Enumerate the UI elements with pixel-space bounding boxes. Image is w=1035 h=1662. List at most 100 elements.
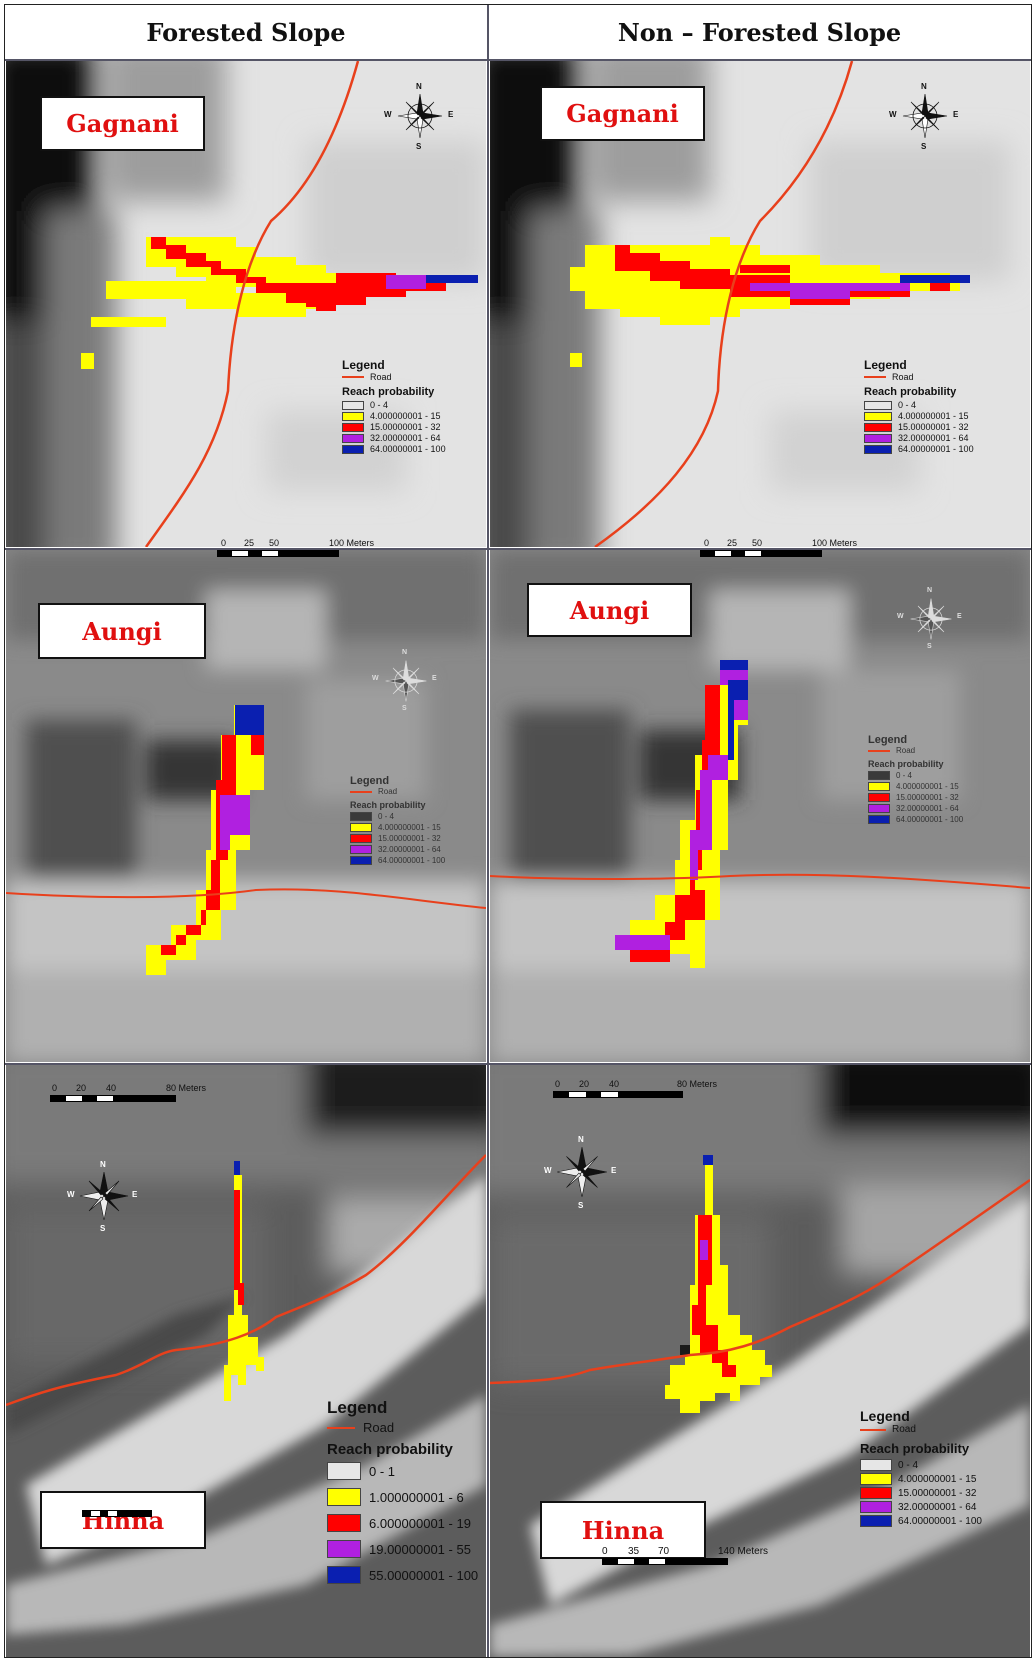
compass-s: S [416, 142, 422, 151]
scale-label: 100 Meters [329, 538, 375, 548]
map-canvas [6, 61, 486, 547]
compass-w: W [384, 110, 392, 119]
legend-class-label: 15.00000001 - 32 [378, 834, 441, 843]
scale-bar: 0 20 40 80 Meters [553, 1079, 723, 1098]
debris-flow-cells [146, 705, 264, 975]
debris-flow-cells [224, 1161, 264, 1401]
map-panel-hinna-forested [6, 1065, 486, 1657]
scale-label: 35 [94, 1498, 105, 1508]
legend-title: Legend [860, 1408, 910, 1424]
legend-title: Legend [342, 358, 385, 372]
debris-flow-cells [570, 237, 970, 367]
legend-road-label: Road [896, 746, 916, 755]
scale-label: 70 [658, 1546, 670, 1557]
map-legend: Legend Road Reach probability 0 - 4 4.00… [864, 358, 974, 454]
column-header-forested: Forested Slope [146, 17, 346, 47]
compass-e: E [957, 613, 962, 620]
legend-class-label: 0 - 4 [378, 812, 395, 821]
debris-flow-cells [615, 660, 748, 968]
legend-road-label: Road [378, 787, 398, 796]
scale-label: 20 [76, 1083, 87, 1093]
scale-bar: 0 35 70 140 Meters [82, 1498, 212, 1517]
scale-label: 140 Meters [718, 1546, 769, 1557]
place-label-aungi: Aungi [38, 603, 206, 659]
legend-class-label: 32.00000001 - 64 [896, 804, 959, 813]
road-line [594, 61, 854, 547]
legend-reach-title: Reach probability [860, 1441, 970, 1456]
legend-class-label: 55.00000001 - 100 [369, 1567, 479, 1583]
scale-label: 0 [555, 1079, 561, 1089]
scale-label: 140 Meters [146, 1498, 192, 1508]
place-label-hinna: Hinna [540, 1501, 706, 1559]
scale-label: 25 [244, 538, 255, 548]
map-panel-gagnani-non-forested [490, 61, 1030, 547]
legend-class-label: 6.000000001 - 19 [369, 1515, 471, 1531]
legend-class-label: 32.00000001 - 64 [378, 845, 441, 854]
scale-label: 0 [52, 1083, 58, 1093]
legend-class-label: 4.000000001 - 15 [378, 823, 441, 832]
place-label-gagnani: Gagnani [540, 86, 705, 141]
row-divider-1 [5, 548, 1031, 550]
legend-reach-title: Reach probability [868, 759, 944, 769]
legend-class-label: 0 - 4 [898, 400, 917, 410]
scale-label: 40 [609, 1079, 620, 1089]
legend-class-label: 32.00000001 - 64 [370, 433, 441, 443]
map-legend: Legend Road Reach probability 0 - 1 1.00… [327, 1398, 478, 1584]
compass-s: S [921, 142, 927, 151]
scale-label: 35 [628, 1546, 640, 1557]
compass-w: W [897, 613, 904, 620]
row-divider-2 [5, 1063, 1031, 1065]
legend-class-label: 0 - 4 [898, 1459, 919, 1471]
map-legend: Legend Road Reach probability 0 - 4 4.00… [868, 734, 963, 824]
legend-class-label: 64.00000001 - 100 [378, 856, 446, 865]
legend-road-label: Road [363, 1420, 395, 1435]
legend-title: Legend [327, 1398, 388, 1417]
scale-label: 0 [704, 538, 710, 548]
legend-class-label: 64.00000001 - 100 [896, 815, 964, 824]
map-panel-gagnani-forested [6, 61, 486, 547]
road-line [6, 1154, 486, 1407]
place-label-gagnani: Gagnani [40, 96, 205, 151]
legend-reach-title: Reach probability [350, 800, 426, 810]
legend-class-label: 19.00000001 - 55 [369, 1541, 471, 1557]
scale-label: 80 Meters [677, 1079, 718, 1089]
scale-bar: 0 25 50 100 Meters [700, 538, 868, 557]
road-line [144, 61, 360, 547]
compass-n: N [416, 82, 422, 91]
legend-class-label: 1.000000001 - 6 [369, 1489, 464, 1505]
compass-e: E [132, 1190, 138, 1199]
debris-flow-cells [665, 1155, 772, 1413]
compass-s: S [578, 1201, 584, 1210]
legend-class-label: 4.000000001 - 15 [898, 411, 969, 421]
map-legend: Legend Road Reach probability 0 - 4 4.00… [860, 1408, 982, 1527]
legend-reach-title: Reach probability [342, 386, 435, 398]
debris-flow-cells [81, 237, 478, 369]
legend-reach-title: Reach probability [864, 386, 957, 398]
scale-label: 100 Meters [812, 538, 858, 548]
road-line [490, 1178, 1030, 1385]
north-arrow-icon: N S E W [372, 649, 437, 712]
column-header-non-forested: Non – Forested Slope [617, 17, 902, 47]
legend-class-label: 64.00000001 - 100 [898, 1515, 982, 1527]
legend-road-label: Road [892, 372, 914, 382]
scale-label: 0 [221, 538, 227, 548]
map-legend: Legend Road Reach probability 0 - 4 4.00… [342, 358, 446, 454]
scale-bar: 0 25 50 100 Meters [217, 538, 385, 557]
north-arrow-icon: N S E W [897, 587, 962, 650]
map-canvas [490, 61, 1030, 547]
legend-road-label: Road [892, 1424, 916, 1435]
north-arrow-icon: N S E W [384, 82, 453, 151]
compass-s: S [402, 705, 407, 712]
legend-class-label: 64.00000001 - 100 [370, 444, 446, 454]
compass-s: S [100, 1224, 106, 1233]
scale-bar: 0 20 40 80 Meters [50, 1083, 220, 1102]
scale-label: 20 [579, 1079, 590, 1089]
legend-class-label: 15.00000001 - 32 [370, 422, 441, 432]
scale-label: 50 [752, 538, 763, 548]
compass-w: W [67, 1190, 75, 1199]
north-arrow-icon: N S E W [889, 82, 958, 151]
scale-label: 0 [602, 1546, 608, 1557]
scale-label: 50 [269, 538, 280, 548]
compass-n: N [578, 1135, 584, 1144]
compass-w: W [372, 675, 379, 682]
